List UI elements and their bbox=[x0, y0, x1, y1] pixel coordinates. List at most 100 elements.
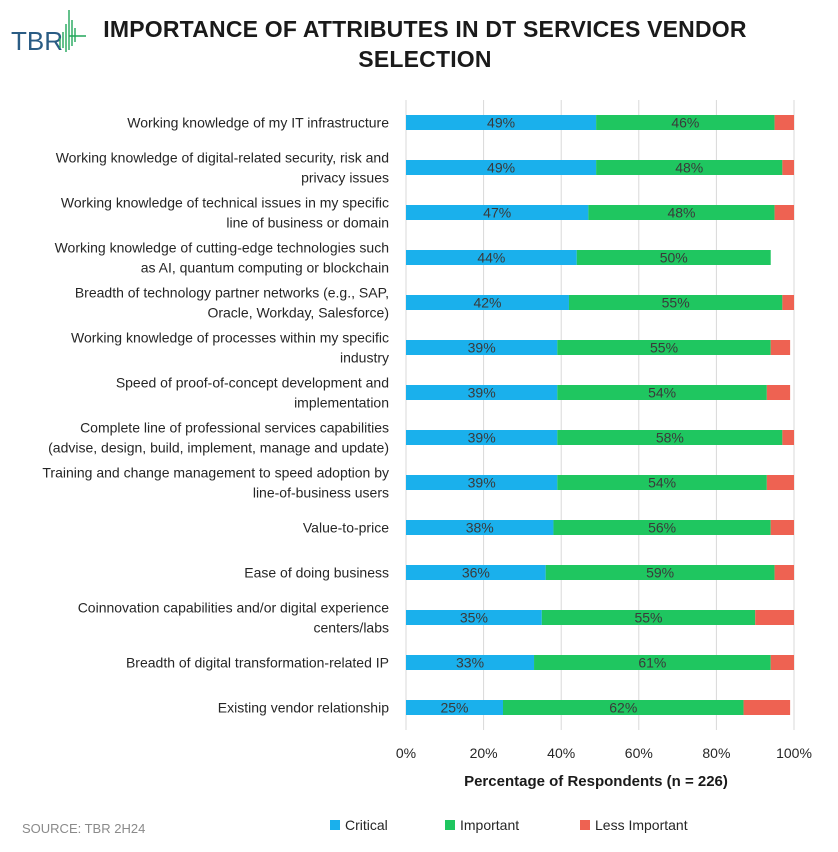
bar-segment-less bbox=[782, 430, 794, 445]
tbr-logo-spark-icon bbox=[59, 10, 86, 52]
bar-segment-less bbox=[766, 385, 791, 400]
data-label: 25% bbox=[440, 700, 468, 716]
bar-segment-important bbox=[541, 610, 756, 625]
bar-segment-less bbox=[770, 520, 794, 535]
category-label: Breadth of technology partner networks (… bbox=[75, 285, 389, 301]
data-label: 39% bbox=[468, 340, 496, 356]
bar-segment-important bbox=[534, 655, 771, 670]
data-label: 54% bbox=[648, 475, 676, 491]
category-label: line-of-business users bbox=[253, 485, 389, 501]
category-label: Working knowledge of cutting-edge techno… bbox=[55, 240, 389, 256]
bar-segment-critical bbox=[406, 610, 542, 625]
data-label: 39% bbox=[468, 385, 496, 401]
category-label: Ease of doing business bbox=[244, 565, 389, 581]
data-label: 55% bbox=[634, 610, 662, 626]
data-label: 55% bbox=[662, 295, 690, 311]
data-label: 48% bbox=[675, 160, 703, 176]
legend-swatch-critical bbox=[330, 820, 340, 830]
data-label: 38% bbox=[466, 520, 494, 536]
x-tick-label: 80% bbox=[702, 745, 730, 761]
data-label: 56% bbox=[648, 520, 676, 536]
bar-segment-less bbox=[774, 205, 794, 220]
data-label: 47% bbox=[483, 205, 511, 221]
bar-segment-critical bbox=[406, 115, 597, 130]
category-label: line of business or domain bbox=[226, 215, 389, 231]
category-label: centers/labs bbox=[314, 620, 389, 636]
data-label: 54% bbox=[648, 385, 676, 401]
data-label: 61% bbox=[638, 655, 666, 671]
category-label: Oracle, Workday, Salesforce) bbox=[207, 305, 389, 321]
category-label: Coinnovation capabilities and/or digital… bbox=[78, 600, 390, 616]
data-label: 55% bbox=[650, 340, 678, 356]
x-tick-label: 20% bbox=[470, 745, 498, 761]
bar-segment-important bbox=[553, 520, 771, 535]
x-tick-label: 60% bbox=[625, 745, 653, 761]
bar-segment-critical bbox=[406, 250, 577, 265]
bar-segment-critical bbox=[406, 655, 535, 670]
bar-segment-critical bbox=[406, 565, 546, 580]
category-label: Complete line of professional services c… bbox=[80, 420, 389, 436]
legend-label-less: Less Important bbox=[595, 817, 688, 833]
data-label: 50% bbox=[660, 250, 688, 266]
data-label: 39% bbox=[468, 475, 496, 491]
bar-segment-less bbox=[774, 115, 794, 130]
category-label: privacy issues bbox=[301, 170, 389, 186]
tbr-logo: TBR bbox=[11, 10, 86, 56]
data-label: 39% bbox=[468, 430, 496, 446]
bar-segment-important bbox=[596, 160, 783, 175]
bar-segment-critical bbox=[406, 475, 558, 490]
data-label: 48% bbox=[667, 205, 695, 221]
bar-segment-less bbox=[782, 160, 794, 175]
data-label: 62% bbox=[609, 700, 637, 716]
category-label: (advise, design, build, implement, manag… bbox=[48, 440, 389, 456]
bar-segment-less bbox=[766, 475, 794, 490]
bar-segment-critical bbox=[406, 520, 554, 535]
data-label: 58% bbox=[656, 430, 684, 446]
data-label: 42% bbox=[473, 295, 501, 311]
legend-swatch-less bbox=[580, 820, 590, 830]
bar-segment-critical bbox=[406, 160, 597, 175]
data-label: 46% bbox=[671, 115, 699, 131]
legend-label-important: Important bbox=[460, 817, 519, 833]
bar-segment-important bbox=[588, 205, 775, 220]
x-tick-label: 0% bbox=[396, 745, 416, 761]
bar-segment-less bbox=[770, 655, 794, 670]
category-label: Working knowledge of digital-related sec… bbox=[56, 150, 389, 166]
bar-segment-important bbox=[576, 250, 771, 265]
category-label: Working knowledge of my IT infrastructur… bbox=[127, 115, 389, 131]
category-label: Breadth of digital transformation-relate… bbox=[126, 655, 389, 671]
bar-segment-important bbox=[568, 295, 783, 310]
bar-segment-critical bbox=[406, 205, 589, 220]
category-label: as AI, quantum computing or blockchain bbox=[141, 260, 389, 276]
bar-segment-important bbox=[557, 430, 783, 445]
category-label: Value-to-price bbox=[303, 520, 389, 536]
category-label: implementation bbox=[294, 395, 389, 411]
chart-title: IMPORTANCE OF ATTRIBUTES IN DT SERVICES … bbox=[103, 16, 747, 72]
legend-label-critical: Critical bbox=[345, 817, 388, 833]
bar-segment-less bbox=[743, 700, 791, 715]
bar-segment-less bbox=[755, 610, 794, 625]
data-label: 49% bbox=[487, 160, 515, 176]
category-label: Existing vendor relationship bbox=[218, 700, 389, 716]
bar-segment-important bbox=[545, 565, 775, 580]
category-label: Working knowledge of processes within my… bbox=[71, 330, 389, 346]
source-note: SOURCE: TBR 2H24 bbox=[22, 821, 146, 836]
bar-segment-important bbox=[557, 340, 771, 355]
bar-segment-important bbox=[596, 115, 775, 130]
data-label: 44% bbox=[477, 250, 505, 266]
bar-segment-critical bbox=[406, 430, 558, 445]
data-label: 49% bbox=[487, 115, 515, 131]
data-label: 35% bbox=[460, 610, 488, 626]
legend-swatch-important bbox=[445, 820, 455, 830]
data-label: 59% bbox=[646, 565, 674, 581]
bar-segment-less bbox=[774, 565, 794, 580]
x-tick-label: 40% bbox=[547, 745, 575, 761]
bar-segment-critical bbox=[406, 340, 558, 355]
bar-segment-critical bbox=[406, 700, 503, 715]
x-tick-label: 100% bbox=[776, 745, 812, 761]
bar-segment-less bbox=[782, 295, 794, 310]
tbr-logo-text: TBR bbox=[11, 26, 63, 56]
category-label: Training and change management to speed … bbox=[42, 465, 389, 481]
bar-segment-critical bbox=[406, 385, 558, 400]
